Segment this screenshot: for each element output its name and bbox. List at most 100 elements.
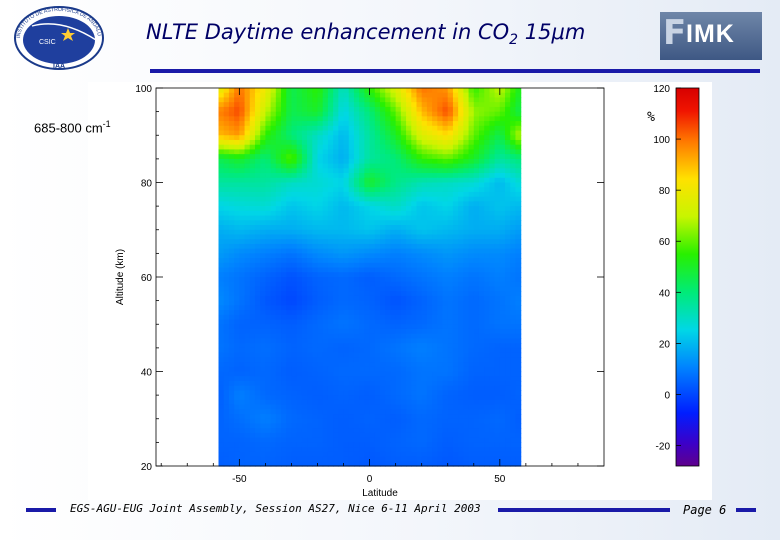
heatmap-cell (364, 362, 371, 368)
heatmap-cell (317, 163, 324, 169)
heatmap-cell (468, 461, 475, 467)
heatmap-cell (343, 437, 350, 443)
heatmap-cell (374, 352, 381, 358)
heatmap-cell (286, 376, 293, 382)
heatmap-cell (327, 121, 334, 127)
heatmap-cell (484, 258, 490, 264)
heatmap-cell (239, 333, 246, 340)
heatmap-cell (463, 357, 470, 363)
heatmap-cell (432, 144, 438, 151)
heatmap-cell (426, 206, 433, 212)
heatmap-cell (296, 92, 303, 99)
heatmap-cell (260, 324, 266, 330)
heatmap-cell (223, 163, 230, 169)
heatmap-cell (218, 210, 225, 217)
heatmap-cell (275, 272, 282, 278)
heatmap-cell (333, 409, 339, 415)
heatmap-cell (301, 286, 308, 292)
heatmap-cell (234, 144, 240, 151)
heatmap-cell (411, 347, 418, 354)
heatmap-cell (254, 106, 261, 113)
heatmap-cell (317, 376, 324, 382)
heatmap-cell (499, 310, 506, 316)
heatmap-cell (447, 253, 454, 259)
heatmap-cell (385, 286, 392, 292)
heatmap-cell (343, 229, 350, 236)
heatmap-cell (489, 305, 496, 311)
heatmap-cell (286, 333, 293, 340)
heatmap-cell (447, 352, 454, 358)
heatmap-cell (218, 404, 225, 410)
heatmap-cell (327, 272, 334, 278)
heatmap-cell (380, 437, 386, 443)
heatmap-cell (385, 409, 392, 415)
heatmap-cell (228, 243, 235, 250)
heatmap-cell (484, 414, 490, 420)
heatmap-cell (239, 319, 246, 325)
heatmap-cell (307, 258, 313, 264)
heatmap-cell (468, 220, 475, 226)
heatmap-cell (322, 461, 329, 467)
heatmap-cell (385, 442, 392, 448)
heatmap-cell (416, 111, 423, 117)
heatmap-cell (260, 286, 266, 292)
heatmap-cell (369, 106, 376, 113)
heatmap-cell (228, 234, 235, 240)
heatmap-cell (406, 418, 412, 425)
heatmap-cell (307, 352, 313, 358)
heatmap-cell (510, 310, 517, 316)
heatmap-cell (510, 106, 517, 113)
heatmap-cell (406, 158, 412, 165)
heatmap-cell (317, 277, 324, 283)
heatmap-cell (437, 173, 444, 179)
heatmap-cell (406, 291, 412, 297)
heatmap-cell (432, 319, 438, 325)
heatmap-cell (452, 158, 459, 165)
heatmap-cell (484, 168, 490, 174)
heatmap-cell (218, 196, 225, 203)
heatmap-cell (333, 229, 339, 236)
heatmap-cell (442, 262, 449, 269)
heatmap-cell (234, 158, 240, 165)
heatmap-cell (426, 418, 433, 425)
heatmap-cell (452, 432, 459, 439)
heatmap-cell (296, 385, 303, 391)
heatmap-cell (478, 196, 485, 203)
heatmap-cell (458, 177, 464, 184)
heatmap-cell (312, 196, 319, 203)
heatmap-cell (406, 243, 412, 250)
heatmap-cell (353, 281, 360, 288)
heatmap-cell (437, 267, 444, 273)
heatmap-cell (343, 404, 350, 410)
heatmap-cell (421, 404, 428, 410)
heatmap-cell (244, 229, 251, 236)
heatmap-cell (348, 338, 355, 344)
heatmap-cell (234, 210, 240, 217)
heatmap-cell (275, 139, 282, 146)
heatmap-cell (333, 404, 339, 410)
heatmap-cell (291, 139, 298, 146)
heatmap-cell (218, 262, 225, 269)
heatmap-cell (416, 409, 423, 415)
heatmap-cell (447, 366, 454, 373)
heatmap-cell (380, 92, 386, 99)
heatmap-cell (327, 158, 334, 165)
heatmap-cell (390, 432, 397, 439)
heatmap-cell (463, 215, 470, 221)
heatmap-cell (296, 281, 303, 288)
heatmap-cell (286, 286, 293, 292)
heatmap-cell (374, 343, 381, 349)
heatmap-cell (281, 295, 287, 302)
heatmap-cell (218, 277, 225, 283)
heatmap-cell (395, 201, 402, 207)
heatmap-cell (260, 461, 266, 467)
heatmap-cell (395, 380, 402, 387)
heatmap-cell (395, 428, 402, 434)
heatmap-cell (505, 305, 511, 311)
heatmap-cell (499, 432, 506, 439)
heatmap-cell (333, 305, 339, 311)
heatmap-cell (385, 380, 392, 387)
heatmap-cell (333, 447, 339, 453)
heatmap-cell (312, 258, 319, 264)
heatmap-cell (327, 163, 334, 169)
